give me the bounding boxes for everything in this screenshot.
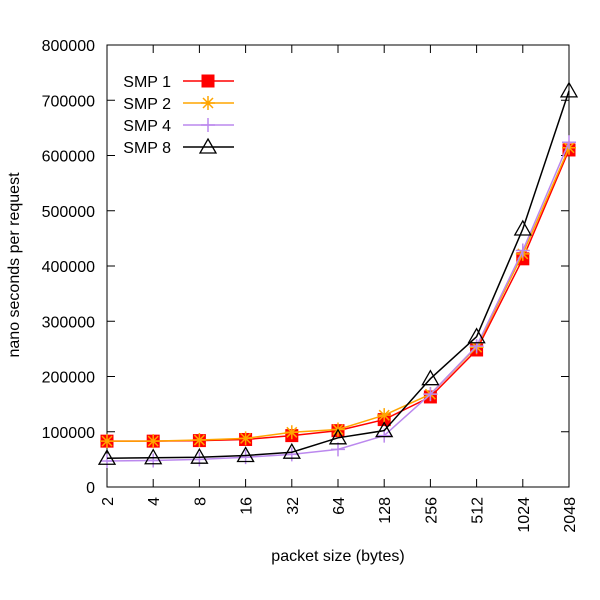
marker-plus xyxy=(201,118,215,132)
legend: SMP 1 SMP 2 SMP 4 SMP 8 xyxy=(123,74,234,157)
marker-plus xyxy=(146,453,161,468)
x-tick-label: 64 xyxy=(331,497,348,515)
marker-square xyxy=(201,74,215,88)
marker-triangle xyxy=(144,448,163,465)
marker-plus xyxy=(100,454,114,469)
series-smp-4 xyxy=(100,135,576,469)
y-tick-label: 0 xyxy=(86,480,95,497)
x-tick-label: 128 xyxy=(377,497,394,524)
y-tick-label: 200000 xyxy=(42,370,95,387)
y-tick-label: 600000 xyxy=(42,149,95,166)
legend-item: SMP 4 xyxy=(123,118,234,135)
marker-triangle xyxy=(467,327,486,344)
marker-asterisk xyxy=(201,96,215,110)
marker-triangle xyxy=(328,428,348,445)
marker-asterisk xyxy=(100,434,114,449)
marker-triangle xyxy=(198,137,218,154)
y-tick-label: 100000 xyxy=(42,425,95,442)
y-tick-label: 800000 xyxy=(42,38,95,55)
x-tick-label: 2 xyxy=(100,497,117,506)
marker-triangle xyxy=(559,81,579,98)
marker-plus xyxy=(284,447,299,462)
x-axis-title: packet size (bytes) xyxy=(271,548,404,565)
marker-plus xyxy=(192,452,207,467)
x-tick-label: 32 xyxy=(285,497,302,515)
x-tick-label: 16 xyxy=(239,497,256,515)
marker-asterisk xyxy=(284,425,299,440)
marker-plus xyxy=(562,135,576,150)
y-axis-title: nano seconds per request xyxy=(6,172,23,358)
x-tick-label: 8 xyxy=(192,497,209,506)
y-tick-label: 700000 xyxy=(42,93,95,110)
y-tick-label: 300000 xyxy=(42,314,95,331)
marker-asterisk xyxy=(238,431,253,446)
x-tick-label: 256 xyxy=(423,497,440,524)
y-axis-ticks: 0 100000 200000 300000 400000 500000 600000 700… xyxy=(42,38,569,497)
legend-item: SMP 8 xyxy=(123,137,234,157)
marker-triangle xyxy=(190,447,209,464)
y-tick-label: 500000 xyxy=(42,204,95,221)
x-tick-label: 512 xyxy=(470,497,487,524)
legend-label: SMP 1 xyxy=(123,74,171,91)
marker-plus xyxy=(469,339,484,354)
x-tick-label: 2048 xyxy=(562,497,579,533)
marker-triangle xyxy=(236,446,255,463)
series-group xyxy=(97,81,579,469)
legend-item: SMP 1 xyxy=(123,74,234,91)
marker-triangle xyxy=(513,219,532,236)
legend-label: SMP 2 xyxy=(123,96,171,113)
marker-triangle xyxy=(282,442,301,459)
marker-asterisk xyxy=(192,433,207,448)
legend-label: SMP 8 xyxy=(123,140,171,157)
legend-label: SMP 4 xyxy=(123,118,171,135)
marker-plus xyxy=(423,387,438,402)
series-line xyxy=(106,90,570,460)
y-tick-label: 400000 xyxy=(42,259,95,276)
marker-triangle xyxy=(375,421,394,438)
marker-plus xyxy=(515,243,530,258)
legend-item: SMP 2 xyxy=(123,96,234,113)
marker-asterisk xyxy=(146,434,161,449)
marker-triangle xyxy=(421,369,440,386)
x-axis-ticks: 2 4 8 16 32 64 128 256 512 1024 2048 xyxy=(100,45,579,533)
marker-asterisk xyxy=(377,408,392,423)
series-smp-8 xyxy=(97,81,579,465)
marker-triangle xyxy=(97,448,117,465)
x-tick-label: 1024 xyxy=(516,497,533,533)
x-tick-label: 4 xyxy=(146,497,163,506)
marker-plus xyxy=(331,442,345,457)
